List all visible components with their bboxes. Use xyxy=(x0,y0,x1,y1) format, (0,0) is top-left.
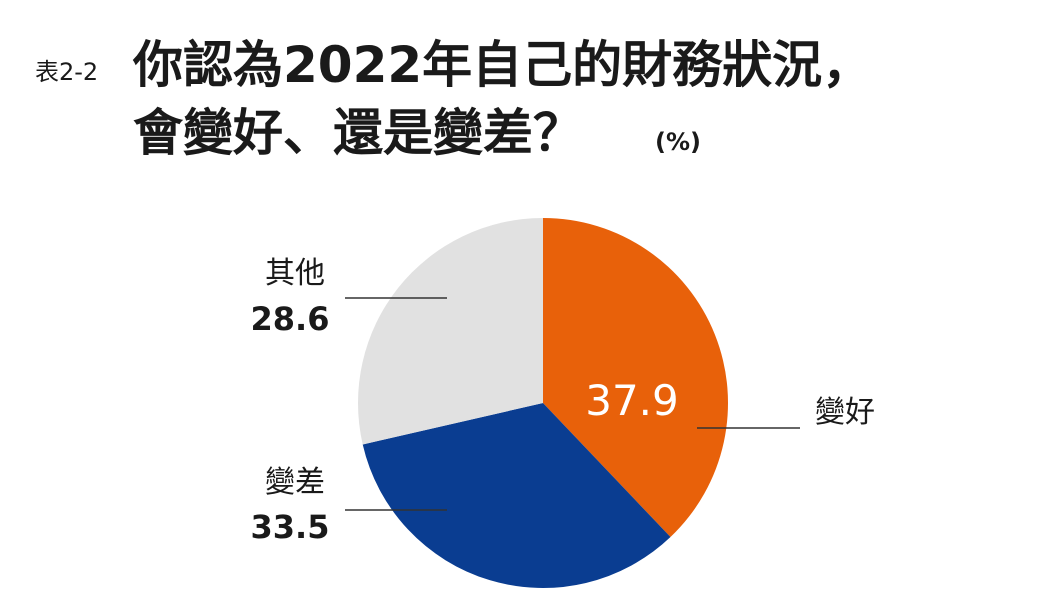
pie-slice xyxy=(357,218,543,445)
value-label: 28.6 xyxy=(251,300,330,338)
value-label: 33.5 xyxy=(251,508,330,546)
unit-label: (%) xyxy=(655,128,701,156)
category-label: 其他 xyxy=(265,256,325,291)
chart-title: 你認為2022年自己的財務狀況， xyxy=(132,36,872,94)
pie-slice xyxy=(543,218,729,538)
pie-slice xyxy=(362,403,671,589)
chart-title: 會變好、還是變差？ xyxy=(133,104,583,162)
category-label: 變好 xyxy=(815,395,875,430)
value-label: 37.9 xyxy=(585,376,679,425)
chart-label: 表2-2 xyxy=(35,58,98,86)
category-label: 變差 xyxy=(265,465,325,500)
